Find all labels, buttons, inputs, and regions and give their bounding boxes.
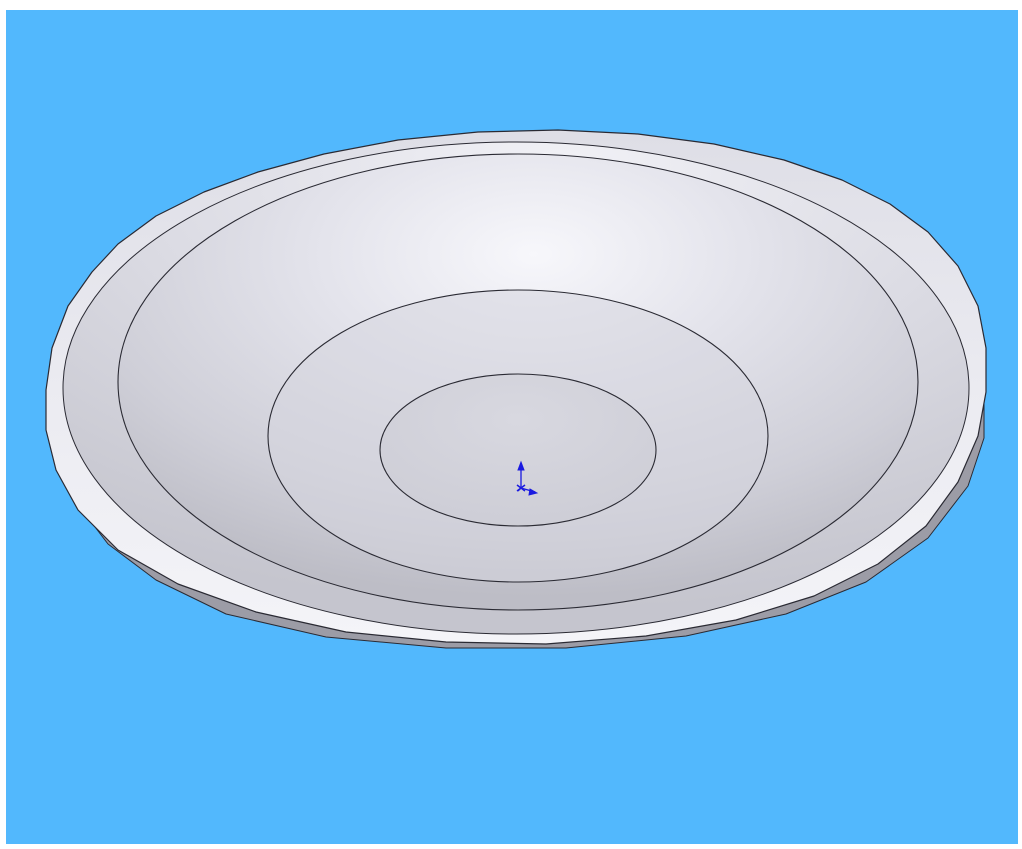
graphics-viewport[interactable] bbox=[6, 10, 1018, 844]
viewport-canvas[interactable] bbox=[6, 10, 1018, 844]
dish-floor-edge bbox=[379, 373, 657, 527]
dish-part[interactable] bbox=[45, 129, 987, 649]
triad-y-arrow-icon bbox=[517, 460, 525, 471]
triad-origin-icon bbox=[516, 484, 526, 492]
origin-triad bbox=[516, 460, 539, 496]
triad-x-arrow-icon bbox=[528, 488, 539, 496]
